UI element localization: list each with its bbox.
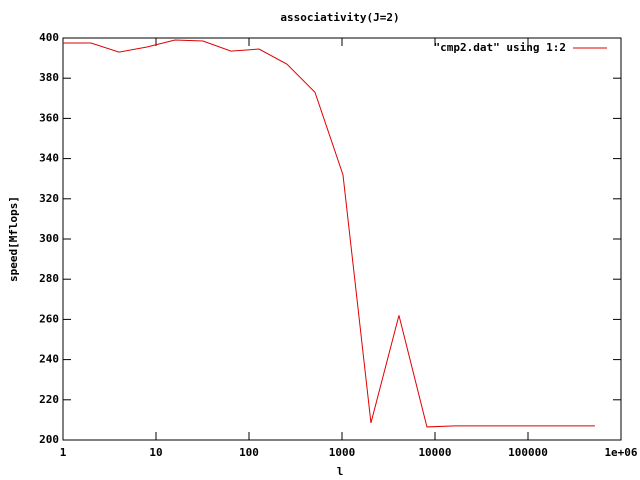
chart-title: associativity(J=2) (280, 11, 399, 24)
x-tick-label: 10 (149, 446, 162, 459)
x-tick-label: 1000 (329, 446, 356, 459)
y-tick-label: 200 (39, 433, 59, 446)
x-axis-label: l (337, 465, 344, 478)
legend-label: "cmp2.dat" using 1:2 (434, 41, 566, 54)
x-tick-label: 100000 (508, 446, 548, 459)
x-tick-label: 1 (60, 446, 67, 459)
y-tick-label: 340 (39, 152, 59, 165)
y-axis-label: speed[Mflops] (7, 196, 20, 282)
y-tick-label: 360 (39, 111, 59, 124)
y-tick-label: 220 (39, 393, 59, 406)
x-tick-label: 100 (239, 446, 259, 459)
y-tick-label: 260 (39, 312, 59, 325)
y-tick-label: 280 (39, 272, 59, 285)
y-tick-label: 400 (39, 31, 59, 44)
y-tick-label: 300 (39, 232, 59, 245)
x-tick-label: 1e+06 (604, 446, 637, 459)
x-tick-label: 10000 (418, 446, 451, 459)
y-tick-label: 240 (39, 353, 59, 366)
y-tick-label: 380 (39, 71, 59, 84)
y-tick-label: 320 (39, 192, 59, 205)
data-line (63, 39, 595, 428)
